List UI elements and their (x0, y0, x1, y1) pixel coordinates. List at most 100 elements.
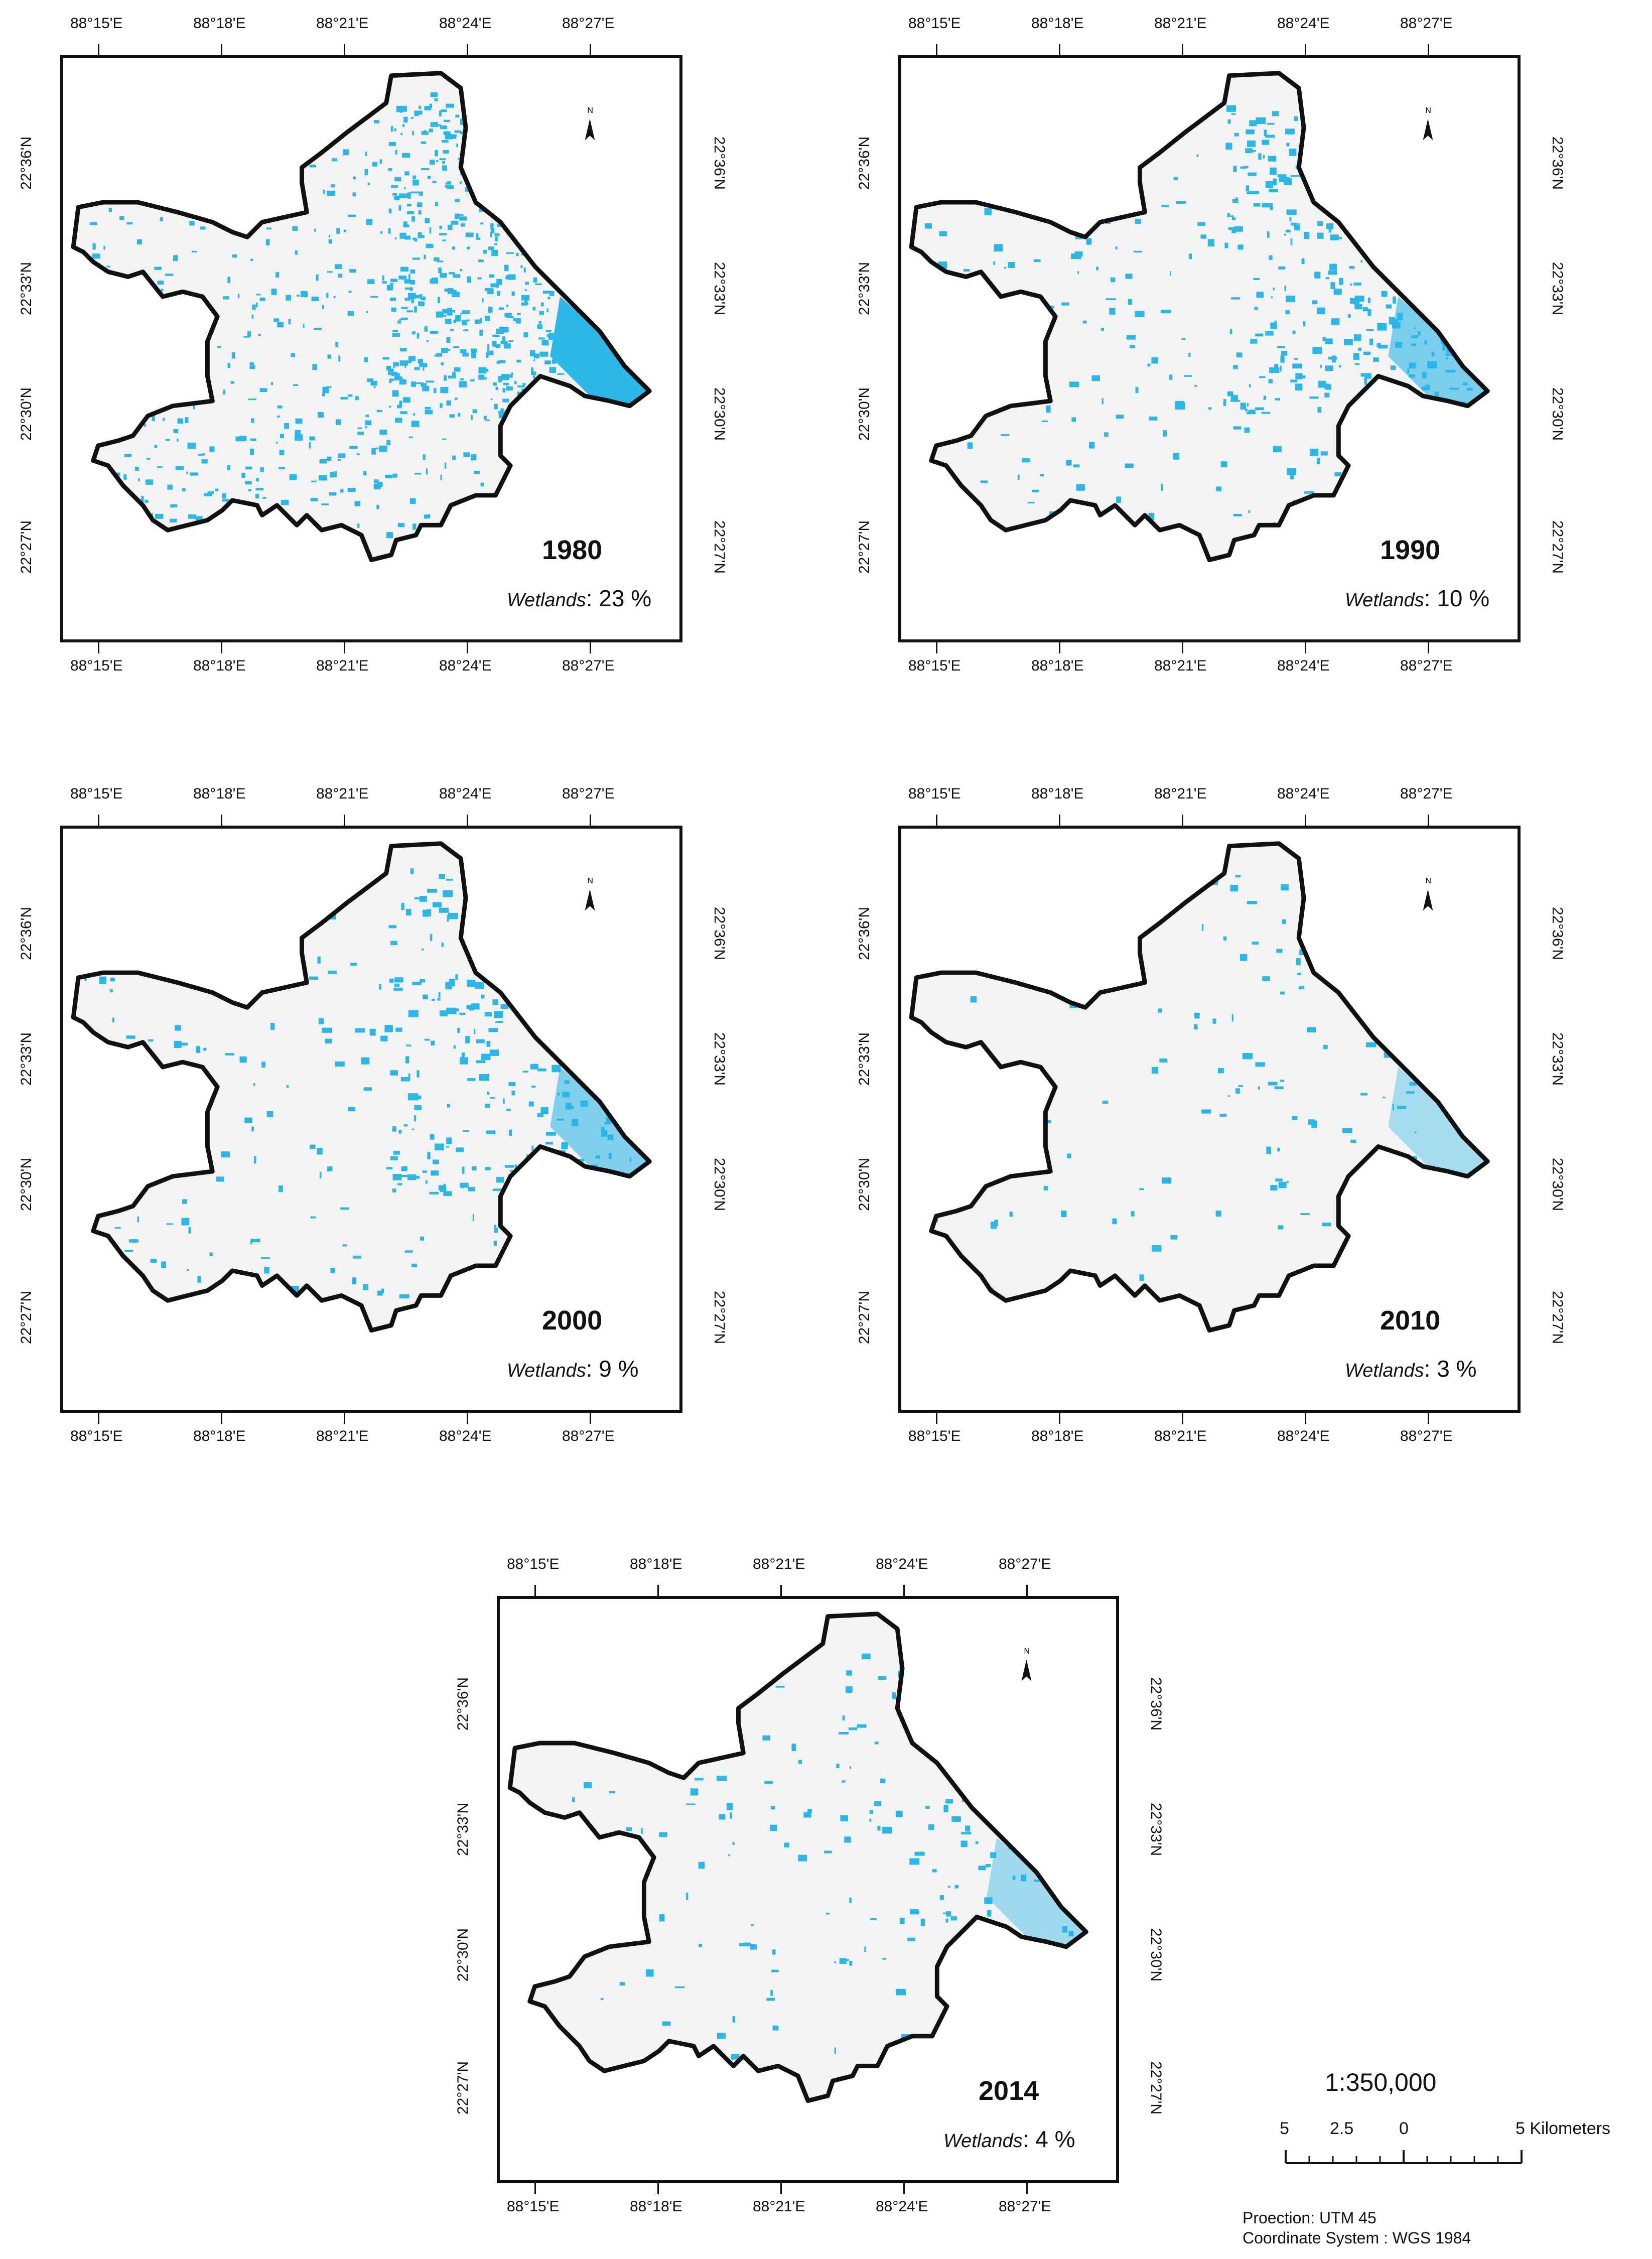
lon-tick (903, 2183, 905, 2194)
north-arrow-icon: N (585, 877, 595, 911)
lon-tick (221, 815, 222, 826)
study-area-boundary (909, 71, 1490, 563)
eastern-wetland-band (987, 1837, 1086, 1947)
lon-tick (467, 642, 468, 653)
scale-bar-graphic (1285, 2150, 1523, 2164)
lat-tick-label: 22°33'N (455, 1802, 472, 1856)
wetland-map: N (909, 71, 1490, 563)
lon-tick-label: 88°27'E (1400, 15, 1453, 32)
lat-tick-label: 22°27'N (711, 1290, 728, 1345)
lat-tick-label: 22°36'N (18, 136, 35, 190)
lon-tick (1428, 1413, 1429, 1424)
lon-tick (534, 2183, 536, 2194)
lon-tick (590, 44, 591, 55)
scale-label-km: 5 Kilometers (1516, 2119, 1610, 2138)
study-area-fill (73, 73, 650, 560)
lon-tick-label: 88°21'E (1154, 1428, 1207, 1444)
eastern-wetland-band (1388, 1067, 1488, 1176)
lon-tick-label: 88°27'E (1400, 657, 1453, 674)
lat-tick-label: 22°33'N (856, 1032, 873, 1086)
lon-tick-label: 88°21'E (753, 1556, 805, 1572)
wetlands-value: : 4 % (1022, 2126, 1075, 2152)
lon-tick-label: 88°24'E (1277, 1428, 1330, 1444)
lon-tick-label: 88°21'E (316, 657, 369, 674)
lon-tick-label: 88°15'E (70, 1428, 123, 1444)
lon-tick-label: 88°18'E (630, 2198, 682, 2215)
lat-tick-label: 22°36'N (711, 906, 728, 961)
study-area-fill (73, 843, 650, 1331)
lon-tick (590, 815, 591, 826)
lat-tick-label: 22°30'N (856, 387, 873, 441)
lat-tick-label: 22°27'N (455, 2061, 472, 2115)
lon-tick (1059, 642, 1060, 653)
lat-tick-label: 22°36'N (1549, 136, 1566, 190)
lon-tick-label: 88°18'E (1031, 1428, 1084, 1444)
lon-tick (98, 44, 99, 55)
lon-tick (590, 1413, 591, 1424)
lon-tick-label: 88°15'E (507, 1556, 560, 1572)
lat-tick-label: 22°30'N (711, 387, 728, 441)
lon-tick (936, 642, 937, 653)
lon-tick (1026, 1585, 1028, 1596)
lon-tick (780, 1585, 782, 1596)
lon-tick (1428, 815, 1429, 826)
lon-tick (1182, 815, 1183, 826)
lon-tick-label: 88°15'E (70, 785, 123, 802)
lon-tick (1305, 1413, 1306, 1424)
year-label: 2010 (1380, 1305, 1441, 1336)
lat-tick-label: 22°27'N (1549, 520, 1566, 574)
lat-tick-label: 22°33'N (1148, 1802, 1165, 1856)
north-arrow-icon: N (1021, 1647, 1032, 1681)
lon-tick-label: 88°21'E (1154, 15, 1207, 32)
lat-tick-label: 22°27'N (1148, 2061, 1165, 2115)
lat-tick-label: 22°36'N (711, 136, 728, 190)
wetland-percentage: Wetlands: 10 % (1345, 585, 1489, 612)
lon-tick (1428, 642, 1429, 653)
projection-note: Proection: UTM 45 (1243, 2209, 1376, 2227)
lon-tick (1305, 44, 1306, 55)
map-frame: N (898, 55, 1521, 642)
lat-tick-label: 22°30'N (1549, 387, 1566, 441)
lon-tick-label: 88°24'E (876, 1556, 928, 1572)
lat-tick-label: 22°33'N (1549, 1032, 1566, 1086)
svg-text:N: N (1426, 877, 1431, 885)
lon-tick-label: 88°15'E (908, 785, 961, 802)
lon-tick-label: 88°24'E (439, 657, 492, 674)
map-frame: N (898, 826, 1521, 1413)
lat-tick-label: 22°36'N (1148, 1677, 1165, 1731)
lon-tick (936, 44, 937, 55)
wetland-map: N (909, 841, 1490, 1333)
lon-tick-label: 88°18'E (193, 657, 246, 674)
lon-tick (1026, 2183, 1028, 2194)
wetlands-label: Wetlands (1345, 590, 1424, 611)
eastern-wetland-band (550, 1067, 650, 1176)
lon-tick-label: 88°27'E (999, 2198, 1051, 2215)
lat-tick-label: 22°27'N (711, 520, 728, 574)
svg-text:N: N (1426, 106, 1431, 115)
lon-tick-label: 88°18'E (630, 1556, 682, 1572)
wetland-percentage: Wetlands: 23 % (507, 585, 651, 612)
scale-label-0: 0 (1399, 2119, 1409, 2138)
lon-tick-label: 88°21'E (1154, 657, 1207, 674)
lon-tick-label: 88°15'E (70, 15, 123, 32)
lon-tick-label: 88°15'E (908, 1428, 961, 1444)
lon-tick (98, 642, 99, 653)
lon-tick (657, 1585, 659, 1596)
map-frame: N (497, 1596, 1119, 2183)
lon-tick (344, 1413, 345, 1424)
lat-tick-label: 22°30'N (455, 1928, 472, 1982)
year-label: 1980 (542, 535, 603, 565)
lon-tick (590, 642, 591, 653)
map-frame: N (60, 55, 682, 642)
wetland-percentage: Wetlands: 4 % (943, 2125, 1075, 2153)
lat-tick-label: 22°33'N (18, 1032, 35, 1086)
wetlands-label: Wetlands (507, 1360, 586, 1381)
lat-tick-label: 22°27'N (18, 520, 35, 574)
study-area-boundary (909, 841, 1490, 1333)
lon-tick (98, 815, 99, 826)
lon-tick (534, 1585, 536, 1596)
lon-tick (98, 1413, 99, 1424)
wetlands-label: Wetlands (1345, 1360, 1424, 1381)
lon-tick (1305, 815, 1306, 826)
lon-tick-label: 88°15'E (507, 2198, 560, 2215)
